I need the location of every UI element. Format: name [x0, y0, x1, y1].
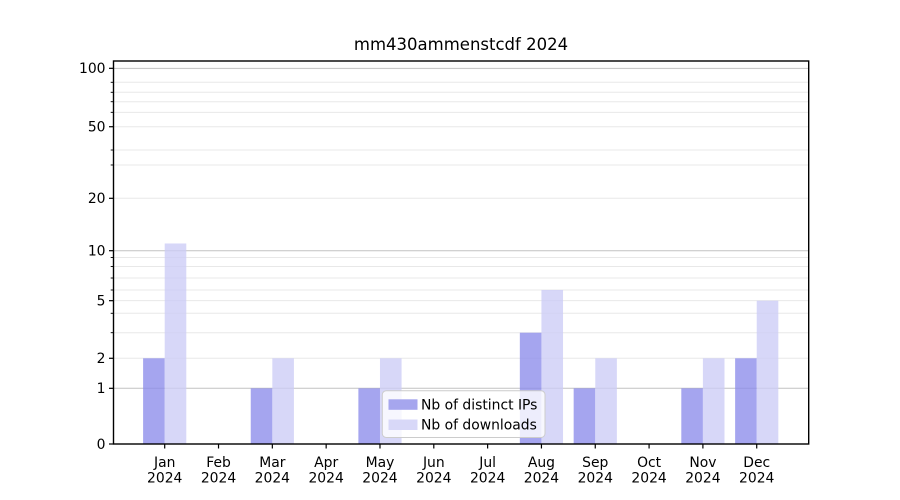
chart-title: mm430ammenstcdf 2024 [353, 35, 569, 54]
y-tick-label: 50 [88, 120, 106, 136]
x-tick-label-month: Dec [743, 455, 770, 471]
x-tick-label-month: Jun [422, 455, 445, 471]
x-tick-label-month: Aug [528, 455, 555, 471]
x-tick-label-month: Mar [259, 455, 285, 471]
legend-label: Nb of distinct IPs [421, 397, 537, 413]
x-tick-label-month: Oct [637, 455, 662, 471]
y-tick-label: 2 [97, 351, 106, 367]
x-tick-label-month: Nov [689, 455, 716, 471]
bar-distinct-ips [250, 388, 273, 444]
x-tick-label-month: Sep [582, 455, 608, 471]
x-tick-label-year: 2024 [685, 471, 721, 487]
x-tick-label-year: 2024 [201, 471, 237, 487]
bar-distinct-ips [573, 388, 596, 444]
legend-box [381, 390, 546, 439]
legend-swatch [388, 419, 418, 430]
y-tick-label: 100 [79, 61, 106, 77]
x-tick-label-month: Apr [314, 455, 338, 471]
bar-downloads [164, 243, 187, 444]
bar-downloads [272, 358, 294, 444]
bar-downloads [756, 300, 779, 444]
bar-downloads [541, 289, 564, 444]
x-tick-label-year: 2024 [362, 471, 398, 487]
x-tick-label-month: Feb [206, 455, 231, 471]
y-tick-label: 10 [88, 243, 106, 259]
bar-distinct-ips [358, 388, 380, 444]
x-tick-label-month: Jul [478, 455, 496, 471]
y-tick-label: 20 [88, 191, 106, 207]
x-tick-label-year: 2024 [147, 471, 183, 487]
y-tick-label: 5 [97, 293, 106, 309]
x-tick-label-year: 2024 [416, 471, 452, 487]
legend-swatch [388, 399, 418, 410]
x-tick-label-year: 2024 [524, 471, 560, 487]
bar-downloads [702, 358, 725, 444]
x-tick-label-year: 2024 [255, 471, 291, 487]
x-tick-label-year: 2024 [308, 471, 344, 487]
bar-distinct-ips [681, 388, 703, 444]
x-tick-label-year: 2024 [578, 471, 614, 487]
x-tick-label-year: 2024 [470, 471, 506, 487]
bar-distinct-ips [143, 358, 165, 444]
x-tick-label-month: Jan [153, 455, 175, 471]
bar-distinct-ips [735, 358, 757, 444]
x-tick-label-year: 2024 [739, 471, 775, 487]
x-tick-label-year: 2024 [631, 471, 667, 487]
y-tick-label: 0 [97, 437, 106, 453]
y-tick-label: 1 [97, 381, 106, 397]
bar-downloads [595, 358, 617, 444]
x-tick-label-month: May [366, 455, 395, 471]
axes-spines [112, 60, 810, 445]
legend-label: Nb of downloads [421, 418, 537, 434]
